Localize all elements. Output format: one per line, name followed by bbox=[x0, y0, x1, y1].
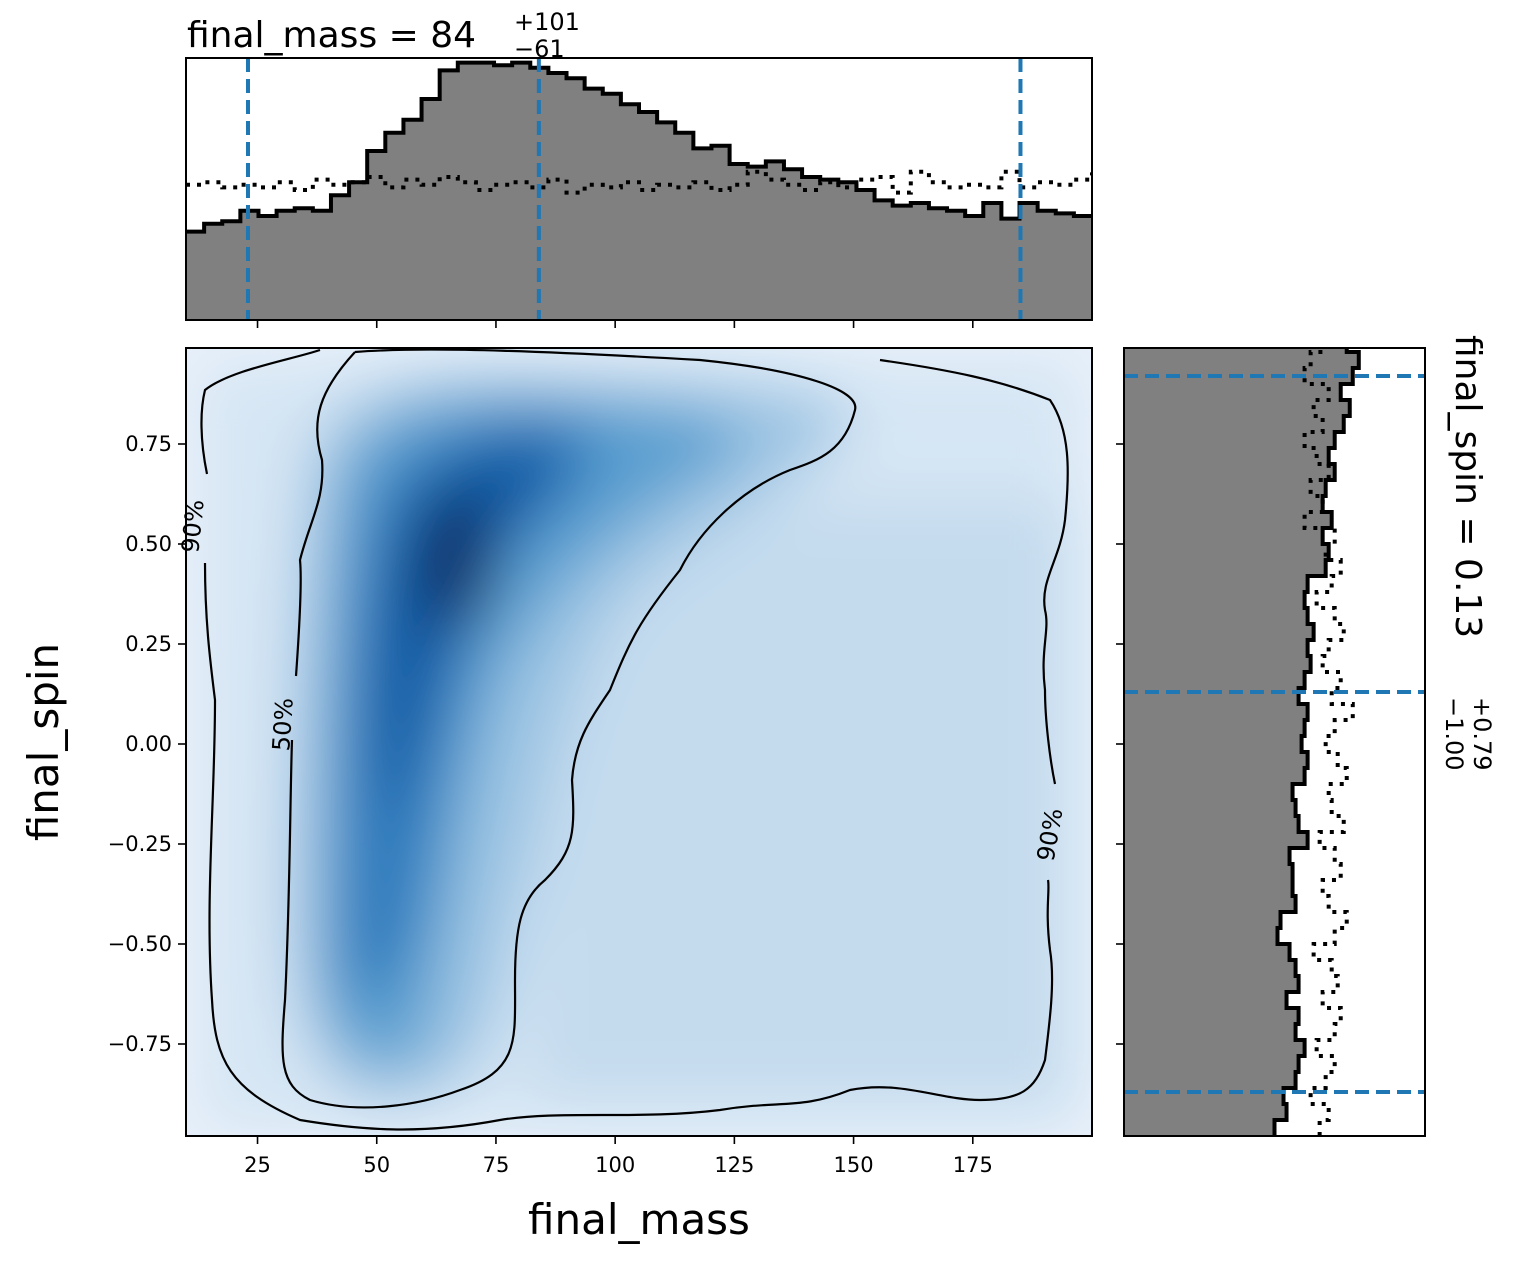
y-axis-label: final_spin bbox=[19, 643, 68, 841]
mass-posterior-fill bbox=[186, 62, 1092, 320]
contour-lines bbox=[200, 348, 1069, 1131]
main-panel: 90% 50% 90% 25 50 75 100 125 150 175 −0.75−0.5… bbox=[19, 347, 1093, 1244]
contour-label-50: 50% bbox=[267, 697, 299, 752]
right-y-ticks bbox=[1116, 443, 1124, 1045]
spin-title-plus: +0.79 bbox=[1468, 697, 1496, 771]
mass-title-minus: −61 bbox=[514, 35, 565, 63]
contour-label-90-left: 90% bbox=[176, 498, 209, 554]
x-axis-label: final_mass bbox=[528, 1195, 750, 1244]
mass-posterior-step bbox=[186, 60, 1092, 234]
mass-quantile-lines bbox=[245, 58, 1023, 320]
mass-title-median: 84 bbox=[430, 15, 476, 56]
mass-title-name: final_mass bbox=[187, 15, 377, 56]
contour-90 bbox=[200, 348, 1069, 1131]
y-tick-label: 0.75 bbox=[125, 432, 172, 456]
y-tick-label: −0.75 bbox=[108, 1032, 172, 1056]
x-tick-label: 175 bbox=[953, 1153, 993, 1177]
top-x-ticks bbox=[256, 320, 974, 328]
y-tick-label: 0.50 bbox=[125, 532, 172, 556]
mass-title-plus: +101 bbox=[514, 8, 580, 36]
y-tick-label: 0.00 bbox=[125, 732, 172, 756]
spin-title-median: 0.13 bbox=[1447, 558, 1488, 638]
y-tick-label: 0.25 bbox=[125, 632, 172, 656]
x-tick-label: 125 bbox=[714, 1153, 754, 1177]
svg-text:final_mass = 84: final_mass = 84 bbox=[187, 15, 476, 56]
spin-posterior-fill bbox=[1124, 348, 1359, 1136]
mass-prior-step bbox=[186, 169, 1092, 195]
main-x-ticks: 25 50 75 100 125 150 175 bbox=[244, 1136, 993, 1177]
spin-posterior-step bbox=[1272, 348, 1361, 1136]
svg-text:final_spin = 0.13: final_spin = 0.13 bbox=[1447, 335, 1488, 638]
contour-50 bbox=[281, 348, 857, 1109]
spin-quantile-lines bbox=[1124, 374, 1425, 1094]
x-tick-label: 150 bbox=[834, 1153, 874, 1177]
spin-title-name: final_spin bbox=[1447, 335, 1488, 505]
x-tick-label: 50 bbox=[363, 1153, 390, 1177]
right-marginal-histogram bbox=[1116, 347, 1426, 1137]
spin-title-minus: −1.00 bbox=[1440, 697, 1468, 771]
x-tick-label: 100 bbox=[595, 1153, 635, 1177]
spin-title: final_spin = 0.13 +0.79 −1.00 bbox=[1440, 335, 1496, 771]
main-y-ticks: −0.75 −0.50 −0.25 0.00 0.25 0.50 0.75 bbox=[108, 432, 186, 1056]
top-marginal-histogram bbox=[185, 57, 1093, 328]
x-tick-label: 75 bbox=[483, 1153, 510, 1177]
y-tick-label: −0.25 bbox=[108, 832, 172, 856]
density-heatmap bbox=[186, 348, 1092, 1136]
y-tick-label: −0.50 bbox=[108, 932, 172, 956]
spin-prior-step bbox=[1302, 348, 1355, 1136]
mass-title: final_mass = 84 +101 −61 bbox=[187, 8, 580, 63]
x-tick-label: 25 bbox=[244, 1153, 271, 1177]
